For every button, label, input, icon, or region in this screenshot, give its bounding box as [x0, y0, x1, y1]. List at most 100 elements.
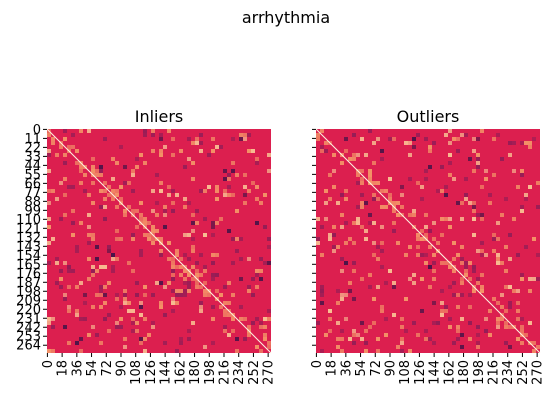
- heatmap-cell: [488, 193, 492, 197]
- heatmap-cell: [328, 309, 332, 313]
- heatmap-cell: [107, 329, 111, 333]
- heatmap-cell: [63, 261, 67, 265]
- heatmap-cell: [524, 193, 528, 197]
- heatmap-cell: [452, 137, 456, 141]
- heatmap-cell: [392, 209, 396, 213]
- heatmap-cell: [143, 161, 147, 165]
- heatmap-cell: [528, 145, 532, 149]
- heatmap-cell: [259, 277, 263, 281]
- heatmap-cell: [119, 145, 123, 149]
- heatmap-cell: [360, 137, 364, 141]
- heatmap-cell: [496, 261, 500, 265]
- heatmap-cell: [396, 201, 400, 205]
- heatmap-cell: [267, 169, 271, 173]
- heatmap-cell: [139, 341, 143, 345]
- heatmap-cell: [500, 261, 504, 265]
- heatmap-cell: [508, 325, 512, 329]
- heatmap-cell: [259, 269, 263, 273]
- heatmap-cell: [444, 305, 448, 309]
- heatmap-cell: [211, 277, 215, 281]
- heatmap-cell: [47, 169, 51, 173]
- y-tick-label: 198: [16, 285, 41, 300]
- heatmap-cell: [444, 309, 448, 313]
- heatmap-cell: [143, 285, 147, 289]
- heatmap-cell: [464, 269, 468, 273]
- heatmap-cell: [71, 145, 75, 149]
- heatmap-cell: [416, 253, 420, 257]
- heatmap-diagonal: [46, 128, 272, 354]
- heatmap-cell: [492, 137, 496, 141]
- heatmap-cell: [91, 165, 95, 169]
- heatmap-cell: [372, 197, 376, 201]
- heatmap-cell: [159, 301, 163, 305]
- heatmap-cell: [376, 181, 380, 185]
- heatmap-cell: [352, 157, 356, 161]
- heatmap-cell: [239, 137, 243, 141]
- heatmap-cell: [91, 305, 95, 309]
- heatmap-cell: [380, 205, 384, 209]
- heatmap-cell: [131, 309, 135, 313]
- heatmap-cell: [360, 337, 364, 341]
- heatmap-cell: [183, 277, 187, 281]
- heatmap-cell: [440, 301, 444, 305]
- heatmap-cell: [183, 281, 187, 285]
- y-tick-label: 88: [24, 195, 41, 210]
- heatmap-cell: [472, 201, 476, 205]
- heatmap-cell: [452, 177, 456, 181]
- heatmap-cell: [111, 177, 115, 181]
- heatmap-cell: [520, 205, 524, 209]
- heatmap-cell: [388, 137, 392, 141]
- heatmap-cell: [67, 309, 71, 313]
- heatmap-cell: [147, 233, 151, 237]
- heatmap-cell: [336, 321, 340, 325]
- heatmap-cell: [211, 137, 215, 141]
- heatmap-cell: [59, 217, 63, 221]
- y-tick-label: 66: [24, 177, 41, 192]
- x-tick-label: 90: [383, 360, 398, 377]
- heatmap-cell: [159, 237, 163, 241]
- heatmap-cell: [440, 233, 444, 237]
- heatmap-cell: [123, 209, 127, 213]
- y-tick-label: 132: [16, 231, 41, 246]
- heatmap-cell: [380, 157, 384, 161]
- heatmap-cell: [183, 253, 187, 257]
- heatmap-cell: [332, 169, 336, 173]
- heatmap-cell: [420, 237, 424, 241]
- heatmap-cell: [167, 185, 171, 189]
- heatmap-cell: [328, 197, 332, 201]
- heatmap-cell: [143, 337, 147, 341]
- heatmap-cell: [444, 185, 448, 189]
- heatmap-cell: [408, 245, 412, 249]
- heatmap-cell: [416, 181, 420, 185]
- heatmap-cell: [155, 229, 159, 233]
- heatmap-cell: [143, 221, 147, 225]
- heatmap-cell: [75, 313, 79, 317]
- heatmap-cell: [171, 269, 175, 273]
- heatmap-cell: [432, 269, 436, 273]
- heatmap-cell: [91, 181, 95, 185]
- heatmap-cell: [91, 265, 95, 269]
- heatmap-cell: [536, 277, 540, 281]
- heatmap-cell: [532, 137, 536, 141]
- heatmap-cell: [424, 137, 428, 141]
- heatmap-cell: [456, 149, 460, 153]
- heatmap-cell: [424, 337, 428, 341]
- heatmap-cell: [320, 293, 324, 297]
- heatmap-cell: [428, 337, 432, 341]
- heatmap-cell: [119, 197, 123, 201]
- heatmap-cell: [207, 185, 211, 189]
- heatmap-cell: [171, 257, 175, 261]
- heatmap-cell: [143, 349, 147, 353]
- heatmap-cell: [235, 249, 239, 253]
- heatmap-cell: [111, 197, 115, 201]
- heatmap-cell: [111, 253, 115, 257]
- heatmap-cell: [63, 293, 67, 297]
- heatmap-cell: [79, 317, 83, 321]
- heatmap-cell: [348, 281, 352, 285]
- heatmap-cell: [408, 177, 412, 181]
- y-tick-label: 44: [24, 159, 41, 174]
- heatmap-cell: [247, 149, 251, 153]
- y-tick-label: 231: [16, 312, 41, 327]
- heatmap-cell: [516, 309, 520, 313]
